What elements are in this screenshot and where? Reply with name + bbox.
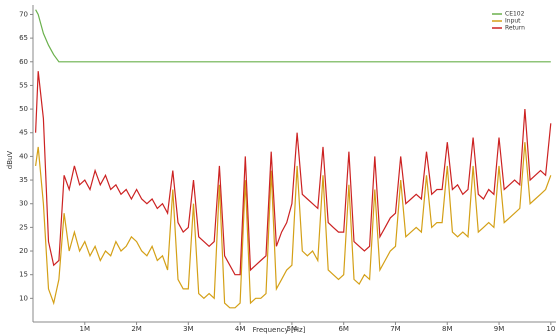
y-tick-label: 50 (19, 105, 28, 113)
y-tick-label: 40 (19, 152, 28, 160)
y-tick-label: 45 (19, 129, 28, 137)
legend-label: Input (505, 18, 521, 25)
x-tick-label: 6M (338, 325, 349, 333)
y-tick-label: 20 (19, 247, 28, 255)
x-tick-label: 1M (80, 325, 91, 333)
x-tick-label: 7M (390, 325, 401, 333)
x-tick-label: 10 (546, 325, 555, 333)
series-line (35, 71, 552, 276)
y-tick-label: 35 (19, 176, 28, 184)
series-line (35, 142, 552, 309)
y-tick-label: 55 (19, 81, 28, 89)
x-tick-label: 9M (494, 325, 505, 333)
y-tick-label: 25 (19, 223, 28, 231)
legend-label: Return (505, 25, 525, 32)
x-tick-label: 4M (235, 325, 246, 333)
x-tick-label: 8M (442, 325, 453, 333)
x-tick-label: 3M (183, 325, 194, 333)
y-tick-label: 60 (19, 58, 28, 66)
y-tick-label: 15 (19, 271, 28, 279)
legend-label: CE102 (505, 11, 525, 18)
y-tick-label: 65 (19, 34, 28, 42)
y-axis-label: dBuV (6, 151, 14, 170)
y-tick-label: 10 (19, 294, 28, 302)
x-tick-label: 5M (287, 325, 298, 333)
series-line (35, 9, 551, 63)
y-tick-label: 30 (19, 200, 28, 208)
y-tick-label: 70 (19, 10, 28, 18)
x-axis-label: Frequency [Hz] (253, 326, 306, 334)
x-tick-label: 2M (131, 325, 142, 333)
